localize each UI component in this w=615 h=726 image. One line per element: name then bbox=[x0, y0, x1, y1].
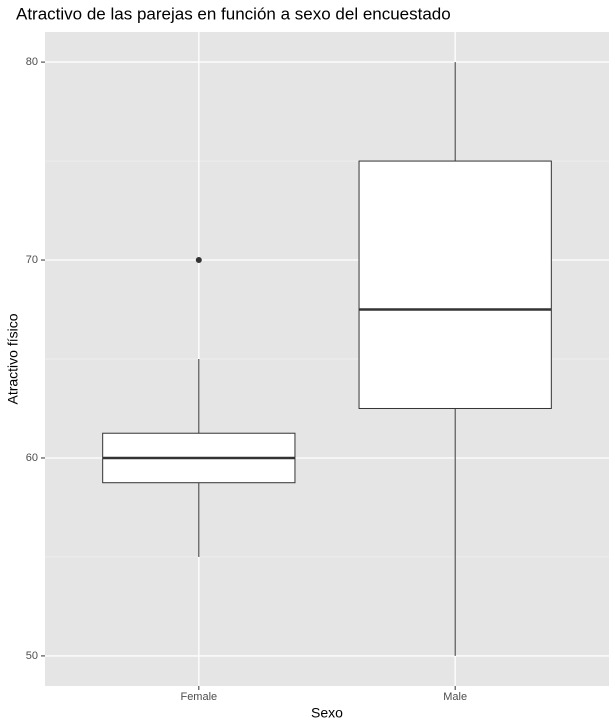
y-tick-label: 60 bbox=[26, 452, 38, 464]
x-tick-label: Male bbox=[443, 691, 467, 703]
x-axis-label: Sexo bbox=[311, 705, 343, 721]
chart-title: Atractivo de las parejas en función a se… bbox=[16, 4, 451, 23]
x-tick-label: Female bbox=[180, 691, 217, 703]
box bbox=[358, 160, 552, 409]
outlier bbox=[195, 257, 202, 264]
y-axis-label: Atractivo físico bbox=[5, 313, 21, 404]
y-tick-label: 80 bbox=[26, 56, 38, 68]
y-tick-label: 50 bbox=[26, 650, 38, 662]
y-tick-label: 70 bbox=[26, 254, 38, 266]
